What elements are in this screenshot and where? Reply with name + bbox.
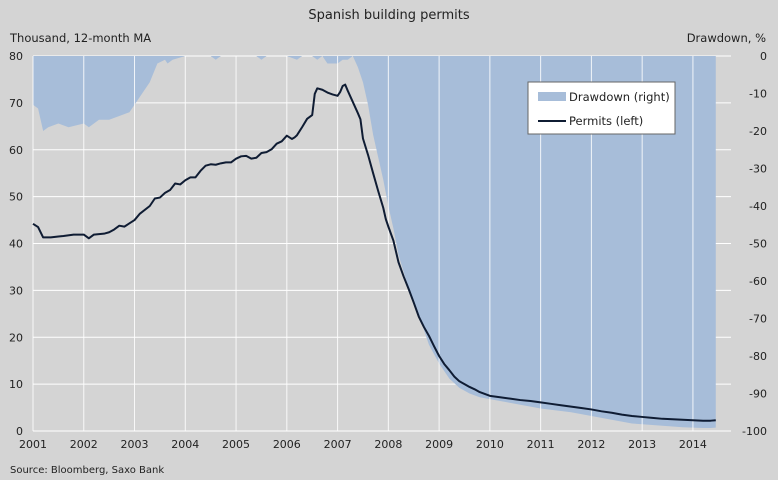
x-tick-label: 2002: [70, 438, 98, 451]
left-tick-label: 40: [9, 238, 23, 251]
left-tick-label: 80: [9, 50, 23, 63]
left-tick-label: 0: [16, 425, 23, 438]
left-tick-label: 70: [9, 97, 23, 110]
left-tick-label: 30: [9, 284, 23, 297]
x-tick-label: 2007: [324, 438, 352, 451]
permits-line: [32, 83, 716, 422]
legend: Drawdown (right) Permits (left): [527, 81, 676, 135]
source-note: Source: Bloomberg, Saxo Bank: [10, 465, 164, 476]
x-tick-label: 2003: [121, 438, 149, 451]
right-tick-label: -70: [749, 313, 767, 326]
x-tick-label: 2008: [374, 438, 402, 451]
right-axis-label: Drawdown, %: [687, 31, 766, 45]
x-tick-label: 2004: [171, 438, 199, 451]
x-tick-label: 2010: [476, 438, 504, 451]
left-tick-label: 20: [9, 331, 23, 344]
right-tick-label: -30: [749, 163, 767, 176]
legend-box: [527, 81, 676, 135]
legend-label-permits: Permits (left): [569, 114, 643, 128]
left-tick-label: 60: [9, 144, 23, 157]
left-tick-label: 10: [9, 378, 23, 391]
right-tick-label: -60: [749, 275, 767, 288]
right-tick-label: -50: [749, 238, 767, 251]
legend-label-drawdown: Drawdown (right): [569, 90, 670, 104]
right-tick-label: -10: [749, 88, 767, 101]
right-tick-label: -40: [749, 200, 767, 213]
x-tick-label: 2012: [577, 438, 605, 451]
x-tick-label: 2006: [273, 438, 301, 451]
right-tick-label: -90: [749, 388, 767, 401]
x-tick-label: 2005: [222, 438, 250, 451]
x-tick-label: 2013: [628, 438, 656, 451]
left-axis-ticks: 0 10 20 30 40 50 60 70 80: [9, 50, 23, 438]
x-axis-ticks: 2001 2002 2003 2004 2005 2006 2007 2008 2009 2010…: [19, 438, 707, 451]
left-tick-label: 50: [9, 191, 23, 204]
legend-swatch-drawdown: [538, 92, 566, 101]
right-tick-label: 0: [760, 50, 767, 63]
x-tick-label: 2014: [679, 438, 707, 451]
drawdown-area: [33, 56, 716, 428]
right-axis-ticks: 0 -10 -20 -30 -40 -50 -60 -70 -80 -90 -100: [742, 50, 767, 438]
chart-title: Spanish building permits: [308, 8, 469, 23]
x-tick-label: 2009: [425, 438, 453, 451]
left-axis-label: Thousand, 12-month MA: [9, 31, 151, 45]
right-tick-label: -80: [749, 350, 767, 363]
vertical-grid-layer: [32, 56, 694, 431]
x-tick-label: 2001: [19, 438, 47, 451]
right-tick-label: -100: [742, 425, 767, 438]
right-tick-label: -20: [749, 125, 767, 138]
x-tick-label: 2011: [527, 438, 555, 451]
